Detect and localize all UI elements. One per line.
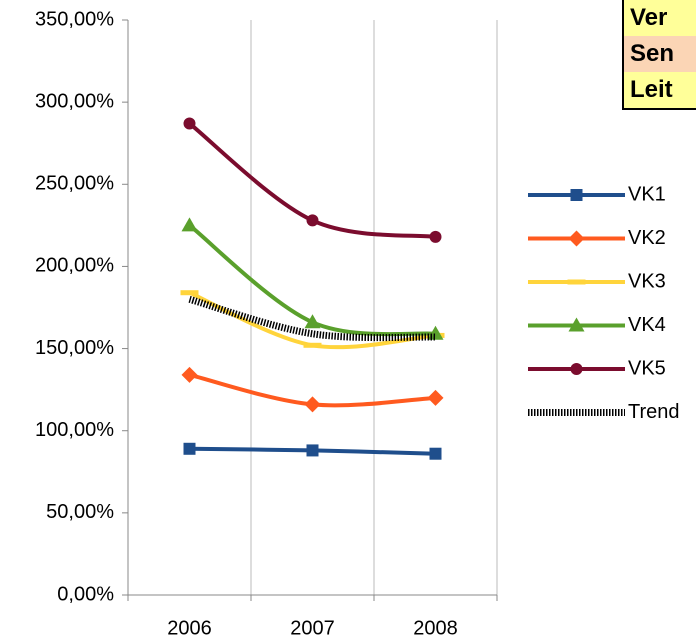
legend-label: VK4 <box>628 314 666 336</box>
marker <box>181 217 198 232</box>
note-line: Ver <box>624 0 696 36</box>
marker <box>304 314 321 329</box>
marker <box>429 447 442 460</box>
marker <box>304 396 321 413</box>
y-tick-label: 150,00% <box>35 337 114 359</box>
marker <box>570 363 583 375</box>
y-tick-label: 350,00% <box>35 8 114 30</box>
x-tick-label: 2008 <box>413 617 458 639</box>
y-tick-label: 250,00% <box>35 173 114 195</box>
marker <box>183 117 196 130</box>
y-tick-label: 300,00% <box>35 90 114 112</box>
x-tick-label: 2006 <box>167 617 212 639</box>
marker <box>303 342 322 348</box>
marker <box>429 230 442 243</box>
y-tick-label: 200,00% <box>35 255 114 277</box>
marker <box>306 444 319 457</box>
legend-label: VK1 <box>628 183 666 205</box>
marker <box>180 290 199 296</box>
marker <box>306 214 319 227</box>
marker <box>570 189 583 201</box>
legend-label: VK2 <box>628 227 666 249</box>
marker <box>183 442 196 455</box>
series-line <box>188 295 436 342</box>
legend-label: Trend <box>628 401 680 423</box>
legend-label: VK5 <box>628 357 666 379</box>
legend-label: VK3 <box>628 270 666 292</box>
marker <box>181 366 198 383</box>
marker <box>427 389 444 406</box>
note-line: Sen <box>624 36 696 72</box>
y-tick-label: 0,00% <box>57 583 114 605</box>
marker <box>567 279 586 285</box>
note-box: Ver Sen Leit <box>622 0 696 110</box>
marker <box>568 317 585 332</box>
x-tick-label: 2007 <box>290 617 335 639</box>
y-tick-label: 50,00% <box>46 501 114 523</box>
marker <box>568 230 585 247</box>
y-tick-label: 100,00% <box>35 419 114 441</box>
note-line: Leit <box>624 72 696 108</box>
